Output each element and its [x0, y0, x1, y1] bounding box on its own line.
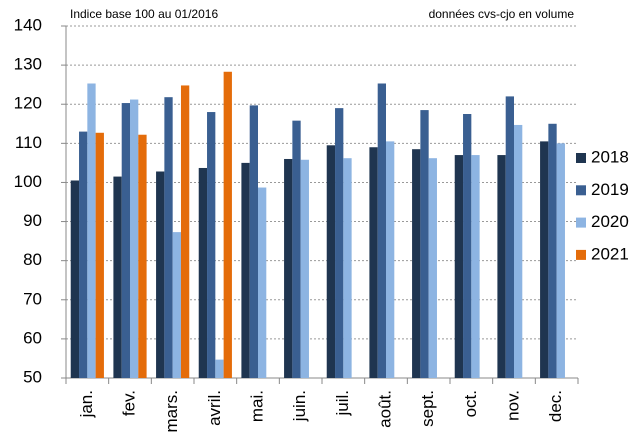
bar — [113, 176, 122, 378]
legend-label: 2018 — [591, 147, 629, 166]
bar — [292, 120, 301, 378]
annotation: données cvs-cjo en volume — [429, 7, 575, 21]
bar — [258, 187, 267, 378]
bar — [548, 123, 557, 379]
y-tick-label: 80 — [23, 250, 42, 269]
bar — [505, 96, 514, 379]
bar — [164, 97, 173, 378]
bar — [215, 359, 224, 378]
x-tick-label: août. — [375, 390, 394, 428]
legend-label: 2019 — [591, 180, 629, 199]
bar — [412, 149, 421, 378]
bar — [556, 143, 565, 378]
bar — [138, 134, 147, 378]
x-tick-label: jan. — [77, 390, 96, 418]
bar — [284, 158, 293, 378]
x-tick-label: sept. — [418, 390, 437, 427]
y-tick-label: 50 — [23, 367, 42, 386]
bar — [497, 155, 506, 378]
bar — [369, 147, 378, 378]
x-tick-label: juil. — [333, 390, 352, 417]
bar — [514, 124, 523, 378]
bar — [463, 114, 472, 378]
bar — [121, 103, 130, 378]
bar — [198, 167, 208, 378]
bar — [207, 112, 216, 379]
bar — [343, 158, 352, 378]
x-tick-label: mars. — [162, 390, 181, 433]
annotation: Indice base 100 au 01/2016 — [70, 7, 218, 21]
x-tick-label: dec. — [546, 390, 565, 422]
y-tick-label: 120 — [14, 94, 42, 113]
y-tick-label: 130 — [14, 55, 42, 74]
x-tick-label: oct. — [461, 390, 480, 417]
bar — [454, 155, 464, 378]
y-tick-label: 100 — [14, 172, 42, 191]
bar — [70, 180, 80, 378]
x-tick-label: mai. — [247, 390, 266, 422]
y-tick-label: 60 — [23, 328, 42, 347]
bar — [172, 232, 181, 378]
x-tick-label: juin. — [290, 390, 309, 422]
bar — [95, 132, 104, 378]
legend-label: 2021 — [591, 244, 629, 263]
bar — [130, 99, 139, 378]
bar — [335, 108, 344, 378]
y-tick-label: 110 — [15, 133, 42, 152]
y-tick-label: 70 — [23, 289, 42, 308]
legend-swatch — [576, 249, 586, 260]
bar — [386, 141, 395, 378]
bar — [377, 83, 386, 378]
bar — [180, 85, 190, 379]
bar — [420, 110, 429, 378]
bar — [300, 159, 309, 378]
legend-swatch — [576, 217, 586, 228]
legend-label: 2020 — [591, 212, 629, 231]
bar — [428, 158, 437, 378]
bar — [249, 105, 258, 378]
x-tick-label: avril. — [205, 390, 224, 426]
bar — [471, 155, 480, 378]
x-tick-label: fev. — [119, 390, 138, 416]
bar — [156, 171, 165, 378]
x-tick-label: nov. — [503, 390, 522, 421]
bar — [87, 83, 96, 378]
bar — [79, 131, 88, 378]
bar — [540, 141, 549, 378]
bar — [223, 71, 232, 378]
legend-swatch — [576, 153, 586, 163]
y-tick-label: 140 — [14, 15, 42, 34]
bar — [241, 162, 250, 378]
bar — [326, 145, 336, 378]
y-tick-label: 90 — [23, 211, 42, 230]
legend-swatch — [576, 185, 586, 196]
